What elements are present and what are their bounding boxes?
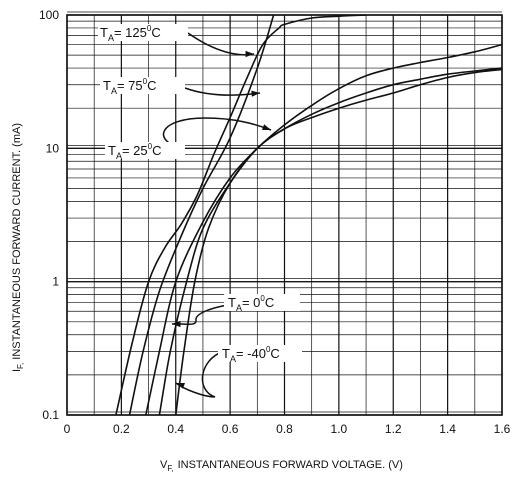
callout-label-25c: TA= 250C <box>108 142 161 161</box>
grid <box>66 11 503 416</box>
y-tick-label: 10 <box>46 141 60 155</box>
tick-labels: 0 0.2 0.4 0.6 0.8 1.0 1.2 1.4 1.6 0.1 1 10 100 <box>39 8 511 436</box>
arrow-25c-head <box>262 124 271 131</box>
curve-75c <box>128 14 275 416</box>
curves <box>115 14 503 416</box>
callout-label-0c: TA= 00C <box>228 294 274 313</box>
callout-label-minus40c: TA= -400C <box>222 345 280 364</box>
curve-125c <box>115 14 367 416</box>
callout-label-background <box>100 77 185 94</box>
arrow-75c-head <box>251 90 260 97</box>
arrow-minus40c <box>175 351 223 398</box>
x-tick-label: 1.6 <box>494 422 511 436</box>
y-axis-title: IF,INSTANTANEOUS FORWARD CURRENT. (mA) <box>11 123 25 372</box>
x-axis-title: VF, INSTANTANEOUS FORWARD VOLTAGE. (V) <box>160 459 403 473</box>
arrow-125c-head <box>245 50 254 58</box>
callout-label-background <box>98 24 188 41</box>
y-tick-label: 1 <box>52 275 59 289</box>
callout-label-background <box>224 294 300 311</box>
y-tick-label: 0.1 <box>42 408 59 422</box>
x-tick-label: 0.2 <box>113 422 130 436</box>
x-tick-label: 0.6 <box>222 422 239 436</box>
x-tick-label: 0.4 <box>167 422 184 436</box>
arrow-minus40c-head <box>176 382 185 389</box>
arrow-0c-head <box>172 320 181 328</box>
curve-minus40c <box>175 68 503 416</box>
callout-label-125c: TA= 1250C <box>100 24 161 43</box>
x-tick-label: 1.4 <box>439 422 456 436</box>
callout-label-background <box>218 345 302 362</box>
y-tick-label: 100 <box>39 8 59 22</box>
x-tick-label: 1.2 <box>385 422 402 436</box>
callout-label-background <box>105 142 185 159</box>
x-tick-label: 0.8 <box>276 422 293 436</box>
arrow-25c <box>162 117 272 150</box>
arrow-125c <box>187 32 255 56</box>
curve-0c <box>158 67 503 416</box>
plot-frame <box>66 14 503 416</box>
x-tick-label: 0 <box>64 422 71 436</box>
callout-arrows <box>162 32 272 398</box>
arrow-0c <box>171 304 229 325</box>
x-tick-label: 1.0 <box>331 422 348 436</box>
curve-25c <box>145 43 503 416</box>
callout-label-75c: TA= 750C <box>103 77 156 96</box>
